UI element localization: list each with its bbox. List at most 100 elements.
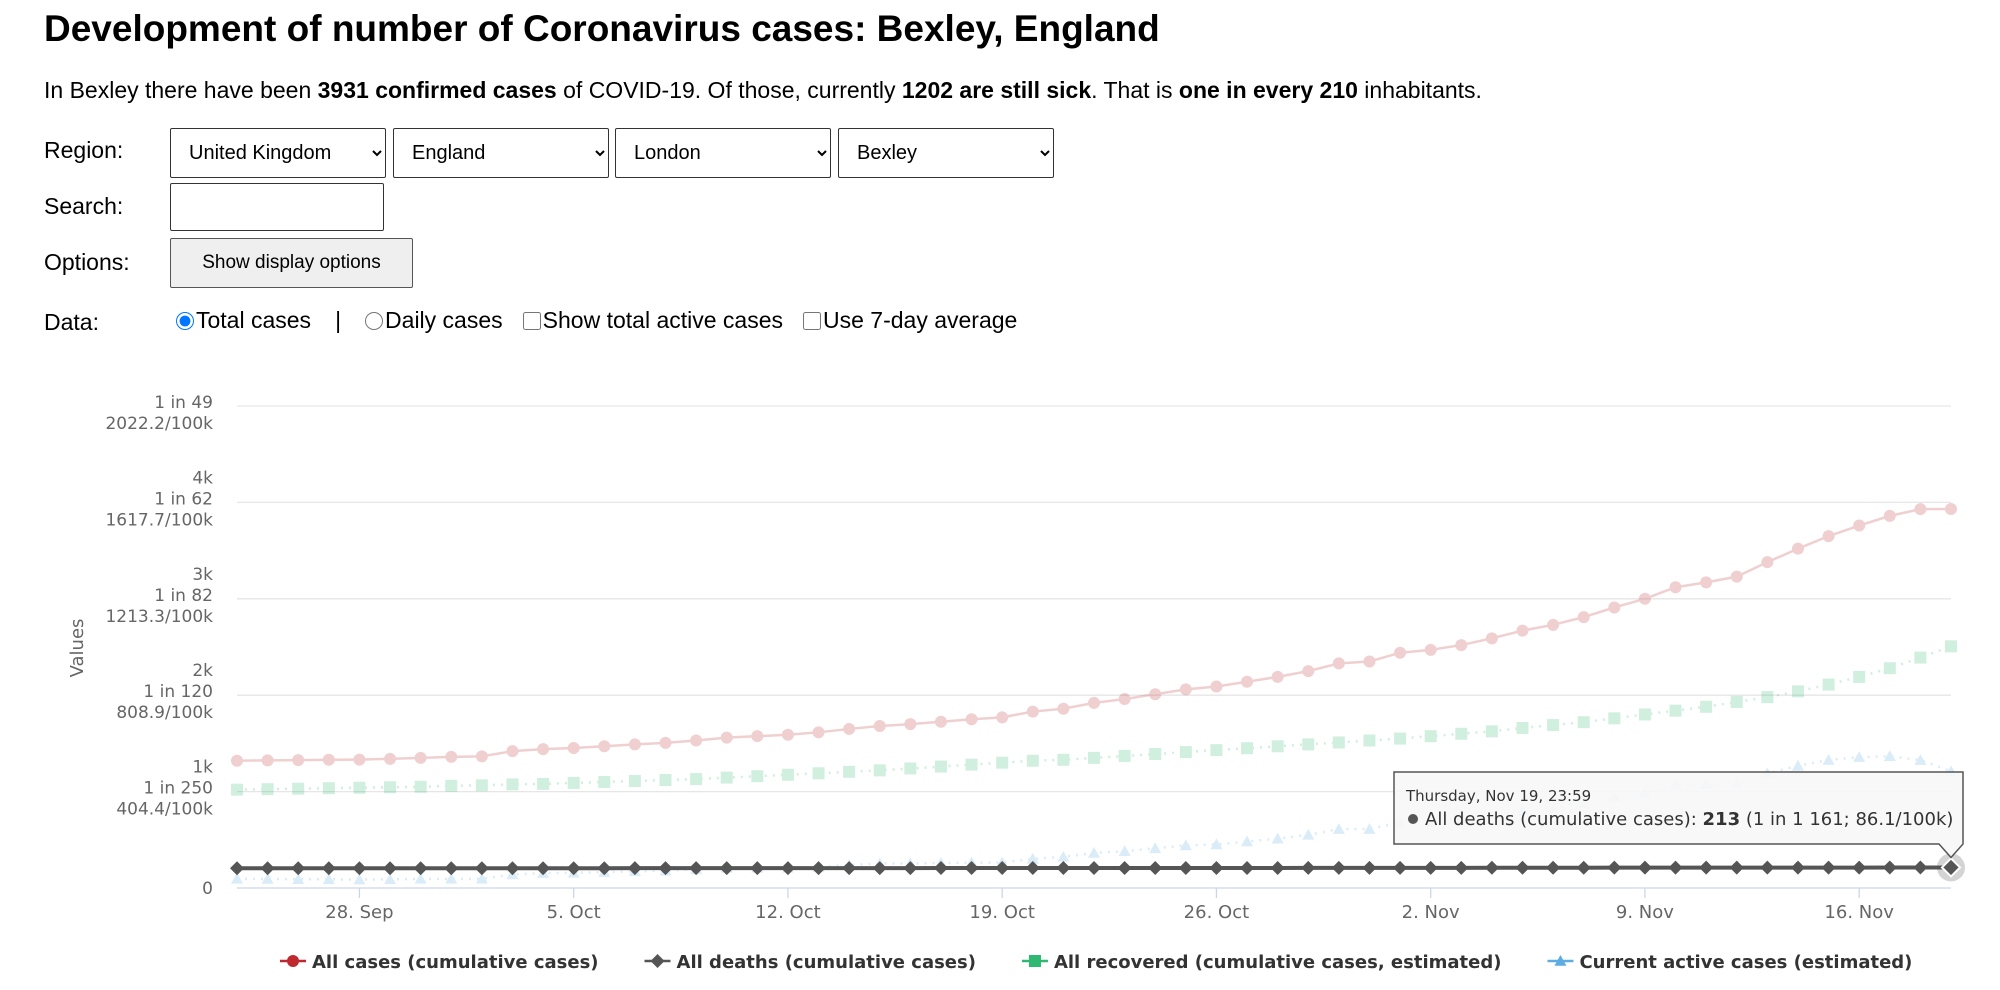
marker [1455, 639, 1468, 652]
marker [873, 764, 886, 777]
marker [1088, 751, 1100, 764]
legend-item[interactable]: All cases (cumulative cases) [280, 952, 599, 973]
tooltip-series: All deaths (cumulative cases): [1425, 809, 1703, 830]
marker [750, 861, 765, 876]
marker [1914, 503, 1927, 516]
marker [872, 861, 887, 876]
marker [1028, 955, 1041, 967]
marker [751, 770, 764, 783]
series [231, 503, 1957, 767]
marker [1026, 852, 1039, 864]
marker [1241, 675, 1254, 688]
marker [1761, 556, 1774, 569]
marker [292, 782, 305, 795]
marker [690, 773, 703, 786]
marker [812, 767, 825, 780]
legend-item[interactable]: Current active cases (estimated) [1547, 952, 1912, 973]
legend-label: All recovered (cumulative cases, estimat… [1054, 952, 1502, 973]
marker [873, 720, 886, 733]
marker [1790, 860, 1805, 875]
marker [628, 738, 641, 751]
desc-text: . That is [1091, 77, 1179, 103]
marker [1178, 860, 1193, 875]
desc-bold: one in every 210 [1178, 77, 1358, 103]
marker [1669, 581, 1682, 594]
marker [353, 753, 366, 766]
marker [598, 775, 611, 788]
marker [1637, 860, 1652, 875]
marker [1822, 678, 1835, 691]
legend-label: All cases (cumulative cases) [312, 952, 599, 973]
marker [352, 861, 367, 876]
region-select[interactable]: England [393, 128, 609, 178]
marker [1700, 576, 1713, 589]
tooltip-value: 213 [1703, 809, 1741, 830]
checkbox-label: Show total active cases [542, 307, 783, 333]
marker [414, 751, 427, 764]
marker [1853, 751, 1866, 762]
region-select[interactable]: Bexley [838, 128, 1054, 178]
checkbox[interactable] [803, 311, 821, 330]
marker [1394, 732, 1407, 745]
options-button[interactable]: Show display options [170, 238, 413, 288]
legend-item[interactable]: All recovered (cumulative cases, estimat… [1021, 952, 1502, 973]
desc-text: inhabitants. [1357, 77, 1482, 103]
radio[interactable] [176, 311, 194, 330]
marker [1914, 754, 1927, 765]
marker [781, 728, 794, 741]
marker [1729, 860, 1744, 875]
marker [1270, 860, 1285, 875]
radio-label: Total cases [196, 307, 312, 333]
marker [1424, 643, 1437, 656]
radio[interactable] [365, 311, 384, 330]
y-tick-label: 4k [192, 468, 213, 488]
marker [505, 861, 520, 876]
marker [965, 758, 978, 771]
marker [1852, 860, 1867, 875]
marker [1554, 955, 1567, 966]
marker [445, 750, 458, 763]
marker [1026, 754, 1039, 767]
marker [1485, 632, 1498, 645]
marker [1057, 753, 1070, 766]
x-tick-label: 19. Oct [969, 902, 1034, 923]
radio-label: Daily cases [385, 307, 503, 333]
marker [1945, 503, 1957, 516]
region-label: Region: [44, 137, 124, 163]
x-tick-label: 28. Sep [325, 902, 393, 923]
marker [1241, 742, 1254, 755]
region-select[interactable]: United Kingdom [170, 128, 386, 178]
desc-text: of COVID-19. Of those, currently [556, 77, 902, 103]
legend-item[interactable]: All deaths (cumulative cases) [644, 952, 976, 973]
marker [1302, 828, 1315, 840]
marker [537, 777, 550, 790]
marker [231, 872, 243, 884]
series [230, 860, 1958, 876]
marker [567, 776, 580, 789]
marker [1791, 542, 1804, 555]
marker [996, 756, 1009, 769]
marker [1393, 860, 1408, 875]
marker [292, 754, 305, 767]
legend-label: Current active cases (estimated) [1579, 952, 1912, 973]
marker [1423, 860, 1438, 875]
region-select[interactable]: London [615, 128, 831, 178]
search-input[interactable] [170, 183, 384, 231]
marker [1454, 860, 1469, 875]
marker [1179, 746, 1192, 759]
marker [1271, 740, 1284, 753]
marker [1149, 748, 1162, 761]
marker [475, 750, 488, 763]
y-axis-title: Values [67, 619, 88, 678]
marker [1485, 725, 1498, 738]
marker [321, 861, 336, 876]
marker [1149, 688, 1162, 701]
marker [1669, 704, 1682, 717]
marker [1455, 727, 1468, 740]
marker [1210, 680, 1223, 693]
marker [597, 861, 612, 876]
marker [1332, 657, 1345, 670]
checkbox[interactable] [522, 311, 541, 330]
marker [1638, 708, 1651, 721]
